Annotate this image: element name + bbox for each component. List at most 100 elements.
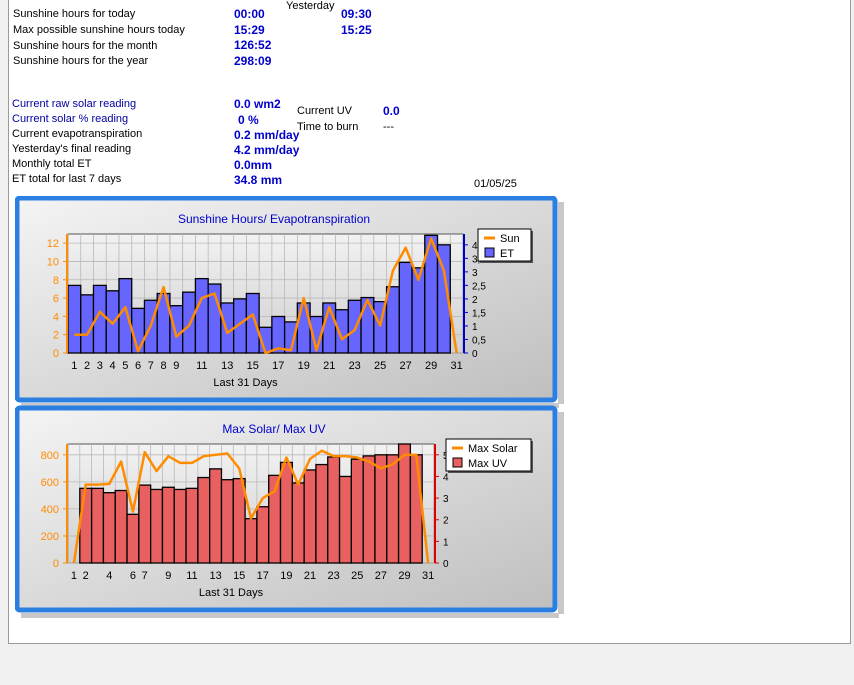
x-tick-label: 27 xyxy=(375,570,387,582)
right-tick-label: 0 xyxy=(472,349,478,360)
charts-svg: Sunshine Hours/ Evapotranspiration 0 2 4 6 8 1… xyxy=(14,195,564,618)
bar xyxy=(436,244,451,354)
bar xyxy=(209,468,223,564)
bar xyxy=(114,489,128,564)
x-tick-label: 15 xyxy=(247,360,259,372)
right-tick-label: 0 xyxy=(443,559,449,570)
right-tick-label: 1 xyxy=(443,537,449,548)
panel-shadow xyxy=(21,613,559,618)
bar xyxy=(398,261,413,354)
bar xyxy=(149,488,164,564)
raw-solar-label: Current raw solar reading xyxy=(12,98,137,110)
charts-container: Sunshine Hours/ Evapotranspiration 0 2 4 6 8 1… xyxy=(14,195,568,624)
x-tick-label: 29 xyxy=(398,570,410,582)
evapo-value: 0.2 mm/day xyxy=(234,128,300,142)
max-sun-value: 15:29 xyxy=(234,23,265,37)
yesterday-label: Yesterday xyxy=(286,0,335,12)
x-tick-label: 9 xyxy=(173,360,179,372)
x-tick-label: 13 xyxy=(209,570,221,582)
chart-title: Max Solar/ Max UV xyxy=(222,422,325,436)
x-tick-label: 15 xyxy=(233,570,245,582)
et7-label: ET total for last 7 days xyxy=(12,173,122,185)
bar xyxy=(131,307,146,354)
chart-title: Sunshine Hours/ Evapotranspiration xyxy=(178,212,370,226)
sun-month-label: Sunshine hours for the month xyxy=(13,40,158,52)
x-tick-label: 31 xyxy=(451,360,463,372)
left-tick-label: 400 xyxy=(41,504,59,516)
legend-bar-swatch xyxy=(452,457,463,468)
x-tick-label: 3 xyxy=(97,360,103,372)
x-tick-label: 21 xyxy=(304,570,316,582)
bar xyxy=(220,302,235,354)
x-tick-label: 25 xyxy=(351,570,363,582)
legend-label: Max UV xyxy=(468,458,508,470)
uv-value: 0.0 xyxy=(383,104,400,118)
left-tick-label: 0 xyxy=(53,348,59,360)
x-tick-label: 29 xyxy=(425,360,437,372)
bar xyxy=(244,517,258,564)
x-tick-label: 5 xyxy=(122,360,128,372)
right-tick-label: 2 xyxy=(443,516,449,527)
legend-bar-swatch xyxy=(484,247,495,258)
left-tick-label: 10 xyxy=(47,256,59,268)
bar xyxy=(90,487,105,564)
bar xyxy=(80,294,95,354)
right-tick-label: 1 xyxy=(472,322,478,333)
left-tick-label: 800 xyxy=(41,450,59,462)
x-tick-label: 19 xyxy=(298,360,310,372)
bar xyxy=(197,476,211,564)
date-label: 01/05/25 xyxy=(474,178,517,190)
x-tick-label: 7 xyxy=(148,360,154,372)
x-tick-label: 23 xyxy=(349,360,361,372)
x-tick-label: 2 xyxy=(84,360,90,372)
burn-value: --- xyxy=(383,121,394,133)
bar xyxy=(350,458,364,564)
right-tick-label: 4 xyxy=(472,241,478,252)
x-tick-label: 31 xyxy=(422,570,434,582)
bar xyxy=(303,469,317,564)
bar xyxy=(245,292,260,354)
bar xyxy=(138,484,152,564)
sun-year-label: Sunshine hours for the year xyxy=(13,55,149,67)
burn-label: Time to burn xyxy=(297,121,359,133)
sun-year-value: 298:09 xyxy=(234,54,272,68)
bar xyxy=(360,296,375,354)
yesterday-final-value: 4.2 mm/day xyxy=(234,143,300,157)
bar xyxy=(409,454,423,564)
left-tick-label: 0 xyxy=(53,558,59,570)
bar xyxy=(374,454,388,564)
bar xyxy=(385,286,400,354)
bar xyxy=(338,475,353,564)
right-tick-label: 2,5 xyxy=(472,281,486,292)
bar xyxy=(118,277,133,354)
x-axis-label: Last 31 Days xyxy=(213,377,278,389)
panel-shadow xyxy=(558,202,564,404)
bar xyxy=(102,492,116,564)
x-tick-label: 11 xyxy=(196,360,207,372)
left-tick-label: 600 xyxy=(41,477,59,489)
right-tick-label: 3 xyxy=(472,268,478,279)
x-axis-label: Last 31 Days xyxy=(199,587,264,599)
x-tick-label: 17 xyxy=(257,570,269,582)
x-tick-label: 1 xyxy=(71,360,77,372)
sun-yesterday-value: 09:30 xyxy=(341,7,372,21)
right-tick-label: 2 xyxy=(472,295,478,306)
legend-label: Sun xyxy=(500,233,520,245)
legend: Sun ET xyxy=(477,228,533,263)
x-tick-label: 13 xyxy=(221,360,233,372)
right-tick-label: 3 xyxy=(443,494,449,505)
solar-pct-value: 0 % xyxy=(238,113,259,127)
bar xyxy=(397,443,412,564)
legend: Max Solar Max UV xyxy=(445,438,533,473)
et7-value: 34.8 mm xyxy=(234,173,283,187)
max-sun-yesterday-value: 15:25 xyxy=(341,23,372,37)
left-tick-label: 8 xyxy=(53,275,59,287)
bar xyxy=(347,299,362,354)
bar xyxy=(67,284,82,354)
chart-2: Max Solar/ Max UV02004006008000123451246… xyxy=(14,405,564,618)
bar xyxy=(315,463,329,564)
bar xyxy=(296,302,311,354)
bar xyxy=(194,277,209,354)
x-tick-label: 6 xyxy=(130,570,136,582)
sun-today-label: Sunshine hours for today xyxy=(13,8,136,20)
